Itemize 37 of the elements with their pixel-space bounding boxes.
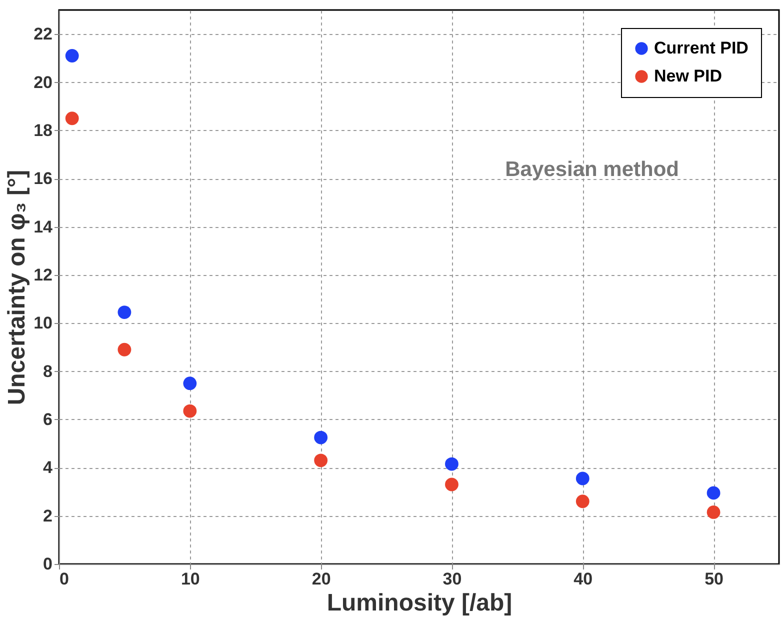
point [445,457,458,471]
point [445,478,458,492]
y-tick-label: 16 [34,169,52,188]
x-axis-title: Luminosity [/ab] [326,590,512,616]
point [576,472,590,486]
point [118,342,132,356]
point [118,306,132,319]
point [576,494,590,508]
x-tick-label: 10 [180,570,200,588]
y-tick-label: 20 [34,72,52,92]
point [183,376,197,390]
y-tick-label: 18 [34,120,52,140]
legend-label: New PID [654,66,722,86]
point [65,49,79,62]
y-tick-label: 6 [43,410,52,429]
y-tick-label: 12 [34,265,52,284]
point [706,506,720,519]
x-tick-label: 0 [60,570,69,588]
annotation: Bayesian method [505,158,679,181]
x-tick-label: 40 [574,570,593,588]
y-axis-title: Uncertainty on φ₃ [°] [4,170,31,406]
x-tick-label: 20 [312,570,331,588]
point [706,486,720,500]
legend-label: Current PID [654,38,748,58]
x-tick-label: 30 [442,570,462,588]
y-tick-label: 22 [34,24,52,44]
x-tick-label: 50 [704,570,724,588]
y-tick-label: 10 [34,314,52,333]
point [314,454,328,468]
y-tick-label: 2 [43,506,52,526]
point [314,430,328,444]
point [65,112,79,126]
y-tick-label: 4 [43,458,54,478]
point [183,404,197,418]
y-tick-label: 0 [43,554,52,574]
y-tick-label: 14 [34,217,54,236]
y-tick-label: 8 [43,362,52,381]
